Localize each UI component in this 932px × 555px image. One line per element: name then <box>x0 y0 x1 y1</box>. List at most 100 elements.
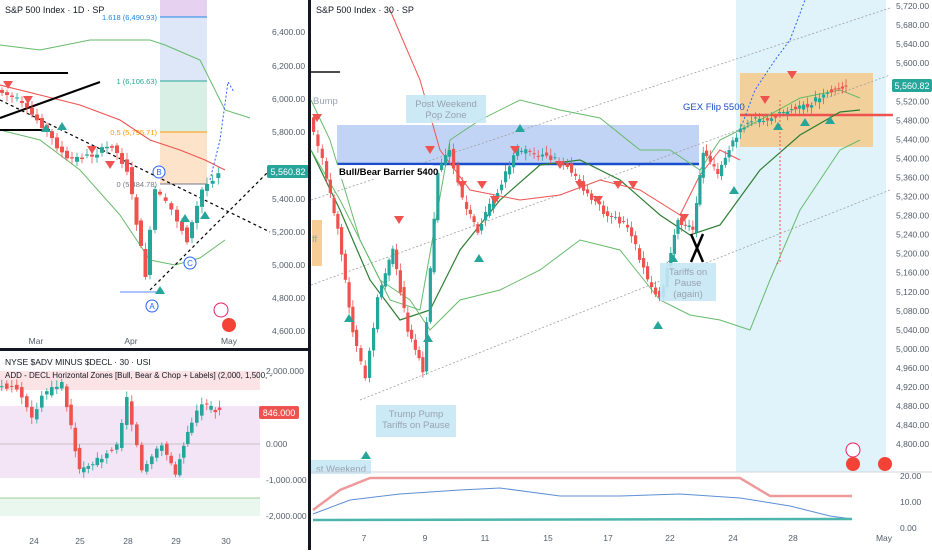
sell-signal <box>105 161 115 169</box>
osc-blue-line <box>312 487 853 520</box>
candle-body <box>417 349 421 359</box>
buy-signal <box>515 124 525 132</box>
candle-body <box>77 447 82 470</box>
candle-body <box>35 409 39 420</box>
candle-body <box>351 306 355 333</box>
left-top-price-axis: 6,400.00 6,200.00 6,000.00 5,800.00 5,400.00… <box>272 27 305 336</box>
time-tick-label: Mar <box>29 336 44 346</box>
candle-body <box>680 217 684 225</box>
candle-body <box>336 213 340 229</box>
candle-body <box>448 149 452 157</box>
candle-body <box>413 339 417 350</box>
candle-body <box>516 147 520 156</box>
bull-bear-barrier-label: Bull/Bear Barrier 5400 <box>339 167 438 178</box>
candle-body <box>742 127 746 130</box>
bollinger-lower <box>0 129 226 266</box>
candle-body <box>343 253 347 280</box>
candle-body <box>536 155 540 157</box>
candle-body <box>778 112 782 114</box>
candle-body <box>391 248 395 265</box>
candle-body <box>642 258 646 268</box>
tariffs-pause-again-label: (again) <box>673 289 703 300</box>
tariffs-pause-again-label: Pause <box>675 278 702 289</box>
candle-body <box>810 105 814 108</box>
sell-signal <box>394 216 404 224</box>
svg-text:5,560.82: 5,560.82 <box>894 81 929 91</box>
candle-body <box>774 115 778 118</box>
buy-signal <box>41 124 51 132</box>
candle-body <box>65 386 69 408</box>
time-tick-label: 17 <box>603 533 613 543</box>
sell-signal <box>510 146 520 154</box>
osc-tick-label: 0.00 <box>900 523 917 533</box>
time-tick-label: May <box>876 533 893 543</box>
price-tick-label: 5,200.00 <box>272 227 305 237</box>
price-tick-label: 5,480.00 <box>896 115 929 125</box>
candle-body <box>444 155 448 165</box>
candle-body <box>634 235 638 245</box>
candle-body <box>650 282 654 288</box>
candle-body <box>708 155 712 162</box>
candle-body <box>100 147 104 153</box>
candle-body <box>720 164 724 177</box>
candle-body <box>638 248 642 260</box>
candle-body <box>15 384 19 390</box>
candle-body <box>20 386 24 398</box>
projection-path <box>739 0 806 131</box>
trump-pump-label: Tariffs on Pause <box>382 420 450 431</box>
candle-body <box>727 150 731 158</box>
osc-teal-line <box>312 517 853 522</box>
left-bottom-title: NYSE $ADV MINUS $DECL · 30 · USI <box>5 357 151 367</box>
candle-body <box>100 458 104 463</box>
sell-signal <box>787 71 797 79</box>
candle-body <box>134 197 139 225</box>
candle-body <box>165 443 169 455</box>
bollinger-upper <box>310 89 861 311</box>
value-tick-label: -1,000.000 <box>266 475 307 485</box>
price-tick-label: 4,800.00 <box>896 439 929 449</box>
candle-body <box>476 224 480 233</box>
candle-body <box>440 163 444 171</box>
candle-body <box>398 270 402 293</box>
candle-body <box>216 173 221 178</box>
candle-body <box>731 140 735 147</box>
candle-body <box>698 175 702 205</box>
time-tick-label: 28 <box>123 536 133 546</box>
candle-body <box>347 282 351 308</box>
earnings-icon <box>845 442 861 458</box>
candle-body <box>169 455 173 464</box>
candle-body <box>359 348 363 362</box>
candle-body <box>182 445 186 458</box>
price-tick-label: 5,320.00 <box>896 192 929 202</box>
sell-signal <box>575 181 585 189</box>
moving-average-green <box>310 109 861 321</box>
candle-body <box>372 327 376 351</box>
time-tick-label: 24 <box>29 536 39 546</box>
buy-signal <box>180 214 190 222</box>
candle-body <box>120 422 124 448</box>
candle-body <box>460 182 464 198</box>
candle-body <box>504 171 508 183</box>
candle-body <box>90 154 94 157</box>
time-tick-label: 15 <box>543 533 553 543</box>
value-tick-label: 0.000 <box>266 439 288 449</box>
candle-body <box>155 448 159 458</box>
price-tick-label: 4,920.00 <box>896 382 929 392</box>
price-tick-label: 5,000.00 <box>896 344 929 354</box>
price-tick-label: 6,000.00 <box>272 94 305 104</box>
candle-body <box>10 95 14 97</box>
candle-body <box>5 92 9 96</box>
price-tick-label: 5,000.00 <box>272 260 305 270</box>
candle-body <box>818 98 822 103</box>
candle-body <box>798 105 802 109</box>
right-price-axis: 5,720.00 5,680.00 5,640.00 5,600.00 5,520.00… <box>896 1 929 449</box>
price-tick-label: 5,440.00 <box>896 134 929 144</box>
candle-body <box>45 391 49 395</box>
candle-body <box>402 287 406 309</box>
time-tick-label: Apr <box>124 336 137 346</box>
candle-body <box>723 157 727 165</box>
candle-body <box>480 224 484 231</box>
candle-body <box>368 350 372 378</box>
candle-body <box>163 197 168 201</box>
candle-body <box>135 424 139 446</box>
